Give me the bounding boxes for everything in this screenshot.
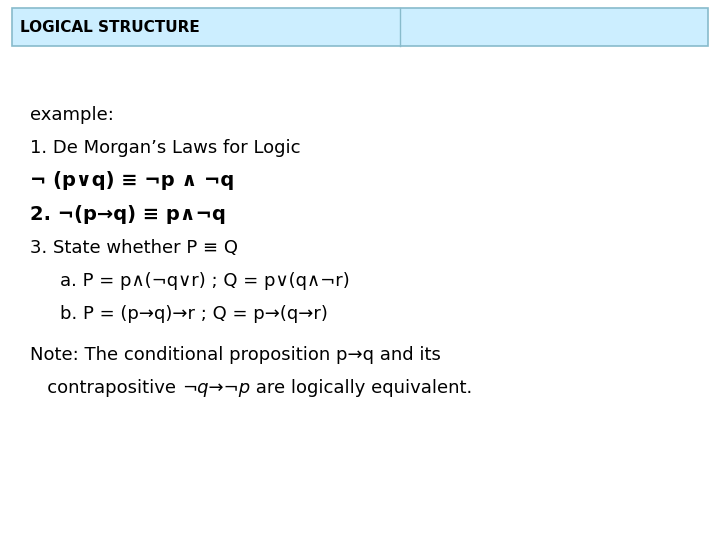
Text: contrapositive: contrapositive xyxy=(30,379,181,397)
Bar xyxy=(12,8,708,46)
Text: 1. De Morgan’s Laws for Logic: 1. De Morgan’s Laws for Logic xyxy=(30,139,300,157)
Text: are logically equivalent.: are logically equivalent. xyxy=(250,379,472,397)
Text: Note: The conditional proposition p→q and its: Note: The conditional proposition p→q an… xyxy=(30,346,441,364)
Text: 3. State whether P ≡ Q: 3. State whether P ≡ Q xyxy=(30,239,238,257)
Text: b. P = (p→q)→r ; Q = p→(q→r): b. P = (p→q)→r ; Q = p→(q→r) xyxy=(60,305,328,323)
Text: a. P = p∧(¬q∨r) ; Q = p∨(q∧¬r): a. P = p∧(¬q∨r) ; Q = p∨(q∧¬r) xyxy=(60,272,350,290)
Text: ¬q→¬p: ¬q→¬p xyxy=(181,379,250,397)
Text: 2. ¬(p→q) ≡ p∧¬q: 2. ¬(p→q) ≡ p∧¬q xyxy=(30,205,226,224)
Text: ¬ (p∨q) ≡ ¬p ∧ ¬q: ¬ (p∨q) ≡ ¬p ∧ ¬q xyxy=(30,172,234,191)
Text: LOGICAL STRUCTURE: LOGICAL STRUCTURE xyxy=(20,19,199,35)
Text: example:: example: xyxy=(30,106,114,124)
